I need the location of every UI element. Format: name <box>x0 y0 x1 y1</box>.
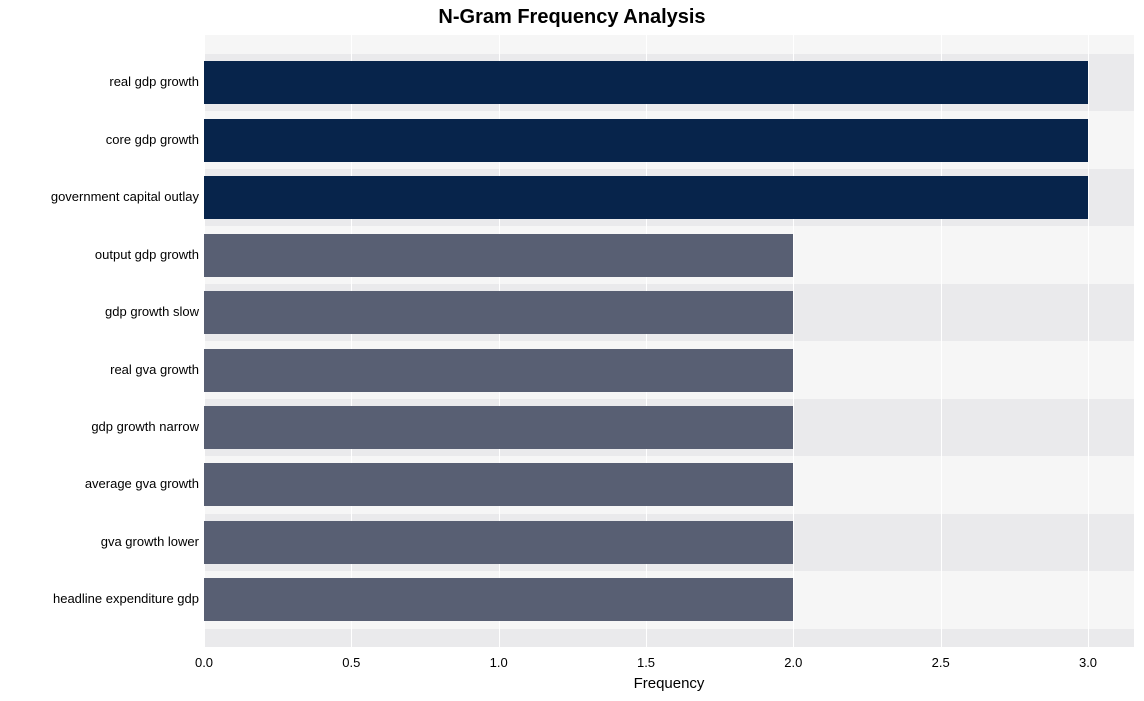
y-axis-label: headline expenditure gdp <box>53 591 199 606</box>
ngram-frequency-chart: N-Gram Frequency Analysis real gdp growt… <box>0 0 1144 701</box>
bar <box>204 578 793 621</box>
bar <box>204 234 793 277</box>
grid-stripe <box>204 629 1134 647</box>
bar <box>204 291 793 334</box>
x-axis-tick: 1.5 <box>637 655 655 670</box>
bar <box>204 406 793 449</box>
x-axis-tick: 2.0 <box>784 655 802 670</box>
y-axis-label: core gdp growth <box>106 132 199 147</box>
bar <box>204 176 1088 219</box>
y-axis-label: output gdp growth <box>95 247 199 262</box>
y-axis-label: gdp growth slow <box>105 304 199 319</box>
grid-line <box>1088 35 1089 647</box>
x-axis-tick: 2.5 <box>932 655 950 670</box>
x-axis-tick: 0.5 <box>342 655 360 670</box>
bar <box>204 61 1088 104</box>
bar <box>204 119 1088 162</box>
plot-area <box>204 35 1134 647</box>
y-axis-label: government capital outlay <box>51 189 199 204</box>
y-axis-label: gdp growth narrow <box>91 419 199 434</box>
x-axis-label: Frequency <box>634 675 705 692</box>
x-axis-tick: 3.0 <box>1079 655 1097 670</box>
y-axis-label: real gdp growth <box>109 74 199 89</box>
bar <box>204 463 793 506</box>
grid-stripe <box>204 35 1134 54</box>
x-axis-tick: 0.0 <box>195 655 213 670</box>
x-axis-tick: 1.0 <box>490 655 508 670</box>
y-axis-label: real gva growth <box>110 362 199 377</box>
bar <box>204 349 793 392</box>
chart-title: N-Gram Frequency Analysis <box>0 6 1144 29</box>
y-axis-label: gva growth lower <box>101 534 199 549</box>
y-axis-label: average gva growth <box>85 476 199 491</box>
bar <box>204 521 793 564</box>
